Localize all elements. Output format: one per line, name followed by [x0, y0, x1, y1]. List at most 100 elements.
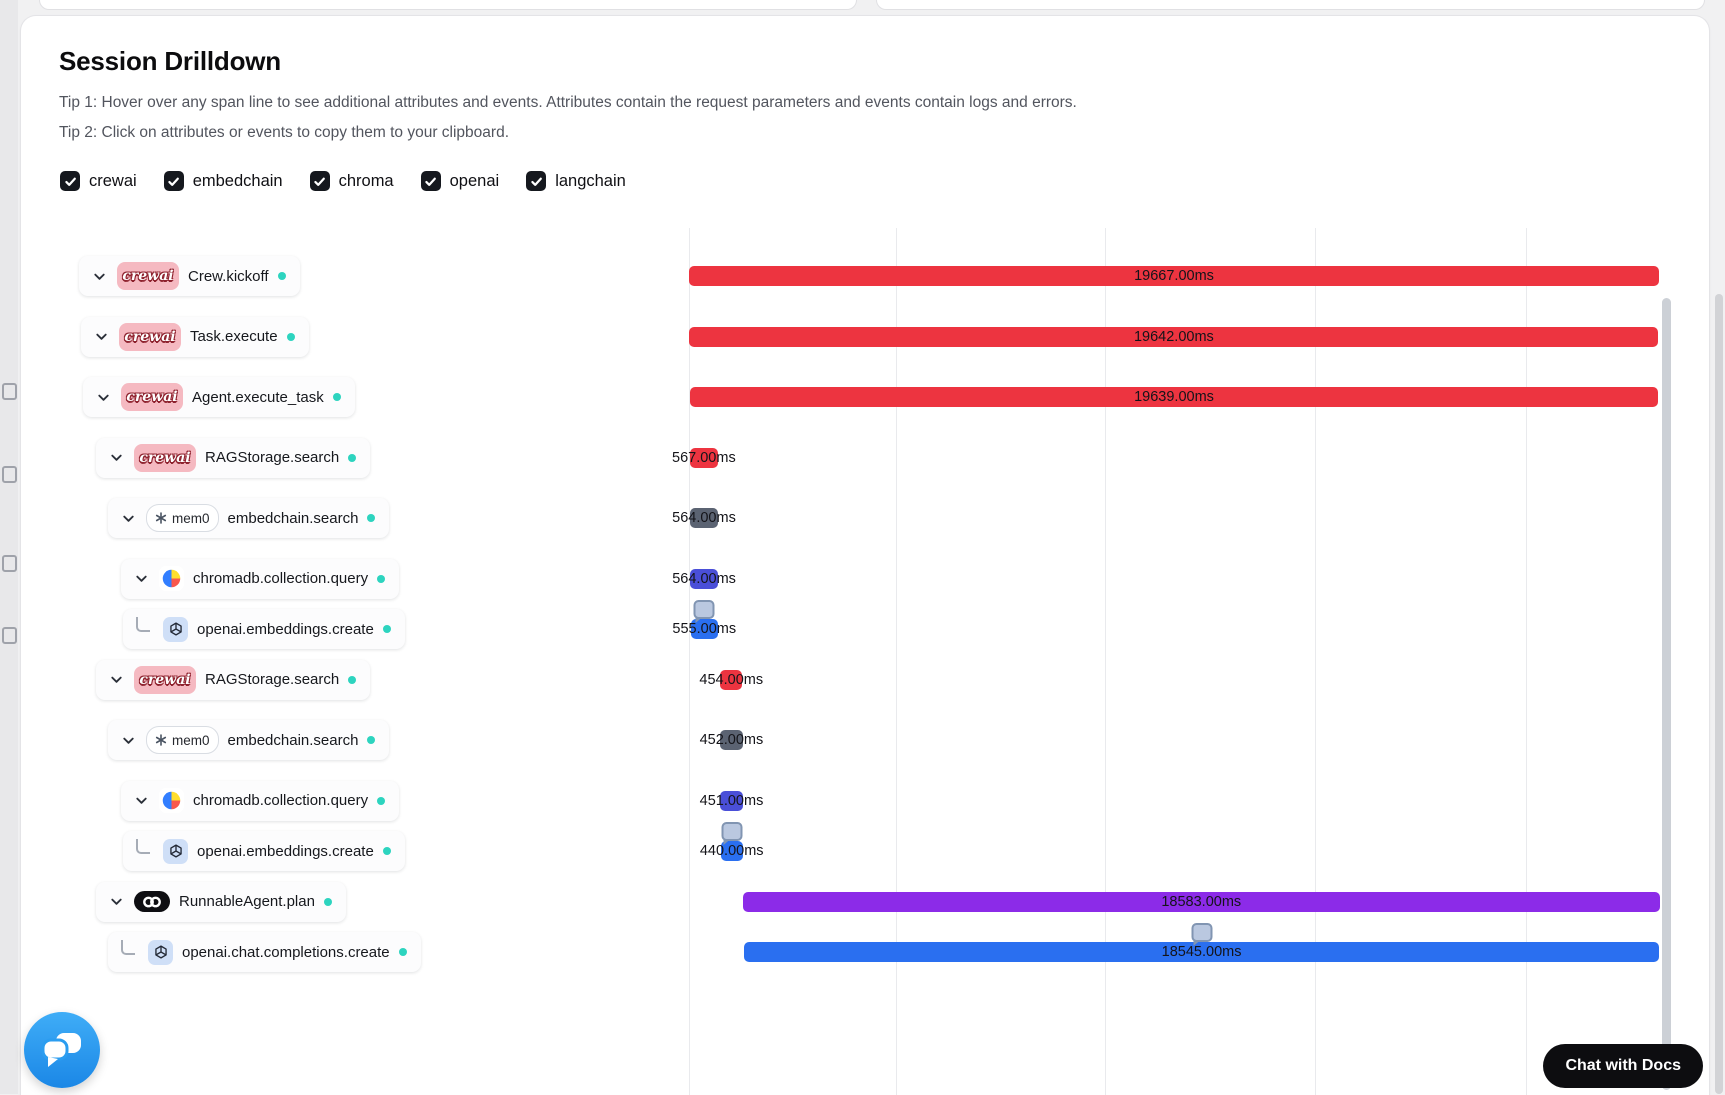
chevron-down-icon[interactable] — [119, 731, 137, 749]
span-label-pill[interactable]: RunnableAgent.plan — [96, 881, 346, 922]
checkbox-checked-icon[interactable] — [420, 171, 441, 191]
span-duration-bar[interactable] — [689, 266, 1659, 286]
span-duration-label: 564.00ms — [672, 570, 736, 587]
filter-label: crewai — [89, 171, 137, 190]
trace-scrollbar[interactable] — [1662, 298, 1671, 1090]
event-bubble-icon[interactable] — [1191, 923, 1213, 946]
chevron-down-icon[interactable] — [132, 792, 150, 810]
mem0-logo: mem0 — [146, 726, 219, 754]
span-duration-label: 19667.00ms — [1134, 268, 1214, 284]
span-status-dot — [348, 453, 357, 462]
span-label-pill[interactable]: openai.chat.completions.create — [108, 932, 421, 972]
elbow-connector-icon — [136, 838, 150, 854]
checkbox-checked-icon[interactable] — [309, 171, 330, 191]
checkbox-checked-icon[interactable] — [526, 171, 547, 191]
span-duration-bar[interactable] — [690, 568, 718, 589]
filter-crewai[interactable]: crewai — [60, 171, 137, 191]
span-duration-bar[interactable] — [690, 619, 718, 639]
span-label-pill[interactable]: crewai Task.execute — [81, 316, 309, 357]
trace-row: crewai Task.execute 19642.00ms — [21, 316, 1709, 357]
span-duration-bar[interactable] — [720, 730, 743, 750]
checkbox-checked-icon[interactable] — [163, 171, 184, 191]
span-name: embedchain.search — [227, 731, 359, 749]
span-duration-label: 555.00ms — [672, 621, 737, 637]
span-label-pill[interactable]: crewai RAGStorage.search — [96, 659, 371, 700]
event-bubble-icon[interactable] — [693, 600, 715, 623]
span-name: openai.chat.completions.create — [182, 943, 390, 961]
left-edge-artifact-icon — [2, 627, 17, 644]
span-label-pill[interactable]: crewai Crew.kickoff — [79, 256, 300, 296]
trace-row: crewai Crew.kickoff 19667.00ms — [21, 256, 1709, 296]
span-label-pill[interactable]: mem0 embedchain.search — [108, 720, 390, 760]
span-label-pill[interactable]: mem0 embedchain.search — [108, 498, 390, 538]
trace-waterfall: crewai Crew.kickoff 19667.00ms crewai Task.e… — [21, 228, 1709, 1095]
span-name: openai.embeddings.create — [197, 842, 374, 860]
span-label-pill[interactable]: chromadb.collection.query — [121, 780, 400, 821]
filter-langchain[interactable]: langchain — [526, 171, 626, 191]
chevron-down-icon[interactable] — [107, 893, 125, 911]
span-duration-bar[interactable] — [689, 447, 718, 468]
trace-row: crewai RAGStorage.search 567.00ms — [21, 437, 1709, 478]
span-name: chromadb.collection.query — [193, 570, 369, 587]
filter-label: chroma — [338, 171, 394, 190]
page-scrollbar[interactable] — [1715, 294, 1723, 1094]
span-label-pill[interactable]: crewai Agent.execute_task — [83, 377, 355, 417]
span-duration-bar[interactable] — [690, 508, 718, 528]
chroma-logo — [159, 566, 184, 591]
chevron-down-icon[interactable] — [132, 570, 150, 588]
chevron-down-icon[interactable] — [92, 328, 110, 346]
chevron-down-icon[interactable] — [94, 388, 112, 406]
span-label-pill[interactable]: openai.embeddings.create — [123, 831, 405, 871]
span-status-dot — [286, 332, 295, 341]
span-label-pill[interactable]: crewai RAGStorage.search — [96, 437, 371, 478]
chevron-down-icon[interactable] — [119, 509, 137, 527]
filter-chroma[interactable]: chroma — [309, 171, 394, 191]
tip-1: Tip 1: Hover over any span line to see a… — [59, 94, 1077, 111]
trace-row: chromadb.collection.query 564.00ms — [21, 558, 1709, 599]
span-status-dot — [398, 948, 407, 956]
trace-row: mem0 embedchain.search 452.00ms — [21, 720, 1709, 760]
span-duration-bar[interactable] — [689, 387, 1659, 407]
timeline-gridline — [1105, 228, 1106, 1095]
trace-row: chromadb.collection.query 451.00ms — [21, 780, 1709, 821]
span-name: RunnableAgent.plan — [179, 893, 315, 910]
span-name: embedchain.search — [227, 509, 359, 527]
span-status-dot — [382, 847, 391, 855]
session-drilldown-panel: Session Drilldown Tip 1: Hover over any … — [20, 15, 1710, 1095]
mem0-logo: mem0 — [146, 504, 219, 532]
openai-logo — [163, 616, 188, 642]
span-label-pill[interactable]: chromadb.collection.query — [121, 558, 400, 599]
span-duration-bar[interactable] — [743, 891, 1660, 912]
chevron-down-icon[interactable] — [90, 267, 108, 285]
chat-widget-button[interactable] — [24, 1012, 100, 1088]
span-duration-bar[interactable] — [720, 790, 743, 811]
filter-embedchain[interactable]: embedchain — [163, 171, 283, 191]
chevron-down-icon[interactable] — [107, 671, 125, 689]
openai-logo — [148, 939, 173, 965]
filter-openai[interactable]: openai — [420, 171, 499, 191]
library-filter-row: crewai embedchain chroma openai langchain — [60, 171, 626, 191]
span-duration-bar[interactable] — [720, 669, 743, 690]
span-status-dot — [332, 393, 341, 401]
timeline-gridline — [689, 228, 690, 1095]
chat-with-docs-button[interactable]: Chat with Docs — [1543, 1044, 1703, 1088]
span-duration-label: 18545.00ms — [1161, 944, 1242, 960]
collapsed-panel-edge-right — [876, 0, 1705, 10]
span-duration-bar[interactable] — [689, 326, 1659, 347]
trace-row: crewai RAGStorage.search 454.00ms — [21, 659, 1709, 700]
checkbox-checked-icon[interactable] — [60, 171, 80, 191]
chroma-logo — [159, 788, 184, 813]
tip-2: Tip 2: Click on attributes or events to … — [59, 124, 509, 141]
span-duration-label: 19642.00ms — [1133, 328, 1214, 345]
span-duration-bar[interactable] — [720, 841, 743, 861]
event-bubble-icon[interactable] — [721, 822, 743, 845]
timeline-gridline — [1526, 228, 1527, 1095]
span-name: chromadb.collection.query — [193, 792, 369, 809]
span-label-pill[interactable]: openai.embeddings.create — [123, 609, 405, 649]
span-name: Agent.execute_task — [192, 388, 324, 406]
chevron-down-icon[interactable] — [107, 449, 125, 467]
span-status-dot — [382, 625, 391, 633]
openai-logo — [163, 838, 188, 864]
span-duration-bar[interactable] — [744, 942, 1659, 962]
collapsed-panel-edge-left — [39, 0, 857, 10]
